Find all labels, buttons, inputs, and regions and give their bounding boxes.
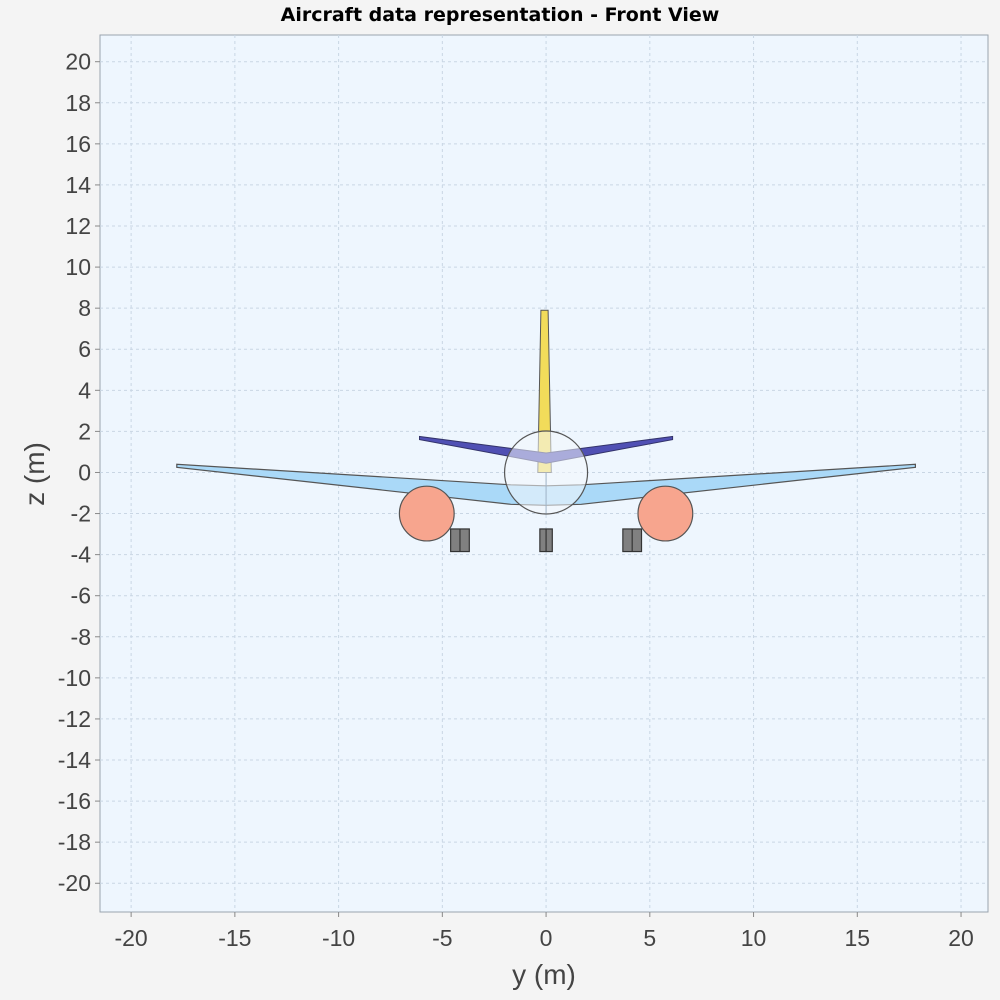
y-tick-label: -16 <box>58 788 91 814</box>
x-tick-label: -20 <box>114 925 147 951</box>
y-tick-label: -10 <box>58 665 91 691</box>
x-tick-label: -5 <box>432 925 452 951</box>
y-tick-label: 20 <box>65 49 91 75</box>
y-axis-label: z (m) <box>19 442 50 506</box>
chart-title: Aircraft data representation - Front Vie… <box>281 4 720 26</box>
y-tick-label: 18 <box>65 90 91 116</box>
landing-gear-right <box>622 528 643 553</box>
y-tick-label: -18 <box>58 829 91 855</box>
y-tick-label: -8 <box>71 624 91 650</box>
y-tick-label: -14 <box>58 747 91 773</box>
y-axis-ticks: 20181614121086420-2-4-6-8-10-12-14-16-18… <box>58 49 100 896</box>
y-tick-label: 14 <box>65 172 91 198</box>
aircraft-front-view <box>176 309 917 553</box>
landing-gear-left <box>450 528 470 553</box>
x-tick-label: 10 <box>741 925 767 951</box>
y-tick-label: 0 <box>78 459 91 485</box>
x-tick-label: -15 <box>218 925 251 951</box>
x-tick-label: 15 <box>844 925 870 951</box>
y-tick-label: -20 <box>58 870 91 896</box>
y-tick-label: 10 <box>65 254 91 280</box>
x-tick-label: -10 <box>322 925 355 951</box>
y-tick-label: 6 <box>78 336 91 362</box>
x-tick-label: 0 <box>540 925 553 951</box>
x-axis-ticks: -20 -15 -10 -5 0 5 10 15 20 <box>114 912 974 951</box>
y-tick-label: 16 <box>65 131 91 157</box>
y-tick-label: -2 <box>71 501 91 527</box>
y-tick-label: 8 <box>78 295 91 321</box>
x-tick-label: 20 <box>948 925 974 951</box>
y-tick-label: -12 <box>58 706 91 732</box>
landing-gear-nose <box>539 528 553 553</box>
y-tick-label: -6 <box>71 583 91 609</box>
y-tick-label: 12 <box>65 213 91 239</box>
nacelle-left <box>398 485 455 542</box>
y-tick-label: 4 <box>78 377 91 403</box>
y-tick-label: -4 <box>71 542 92 568</box>
x-axis-label: y (m) <box>512 959 576 990</box>
x-tick-label: 5 <box>643 925 656 951</box>
nacelle-right <box>637 485 694 542</box>
y-tick-label: 2 <box>78 418 91 444</box>
